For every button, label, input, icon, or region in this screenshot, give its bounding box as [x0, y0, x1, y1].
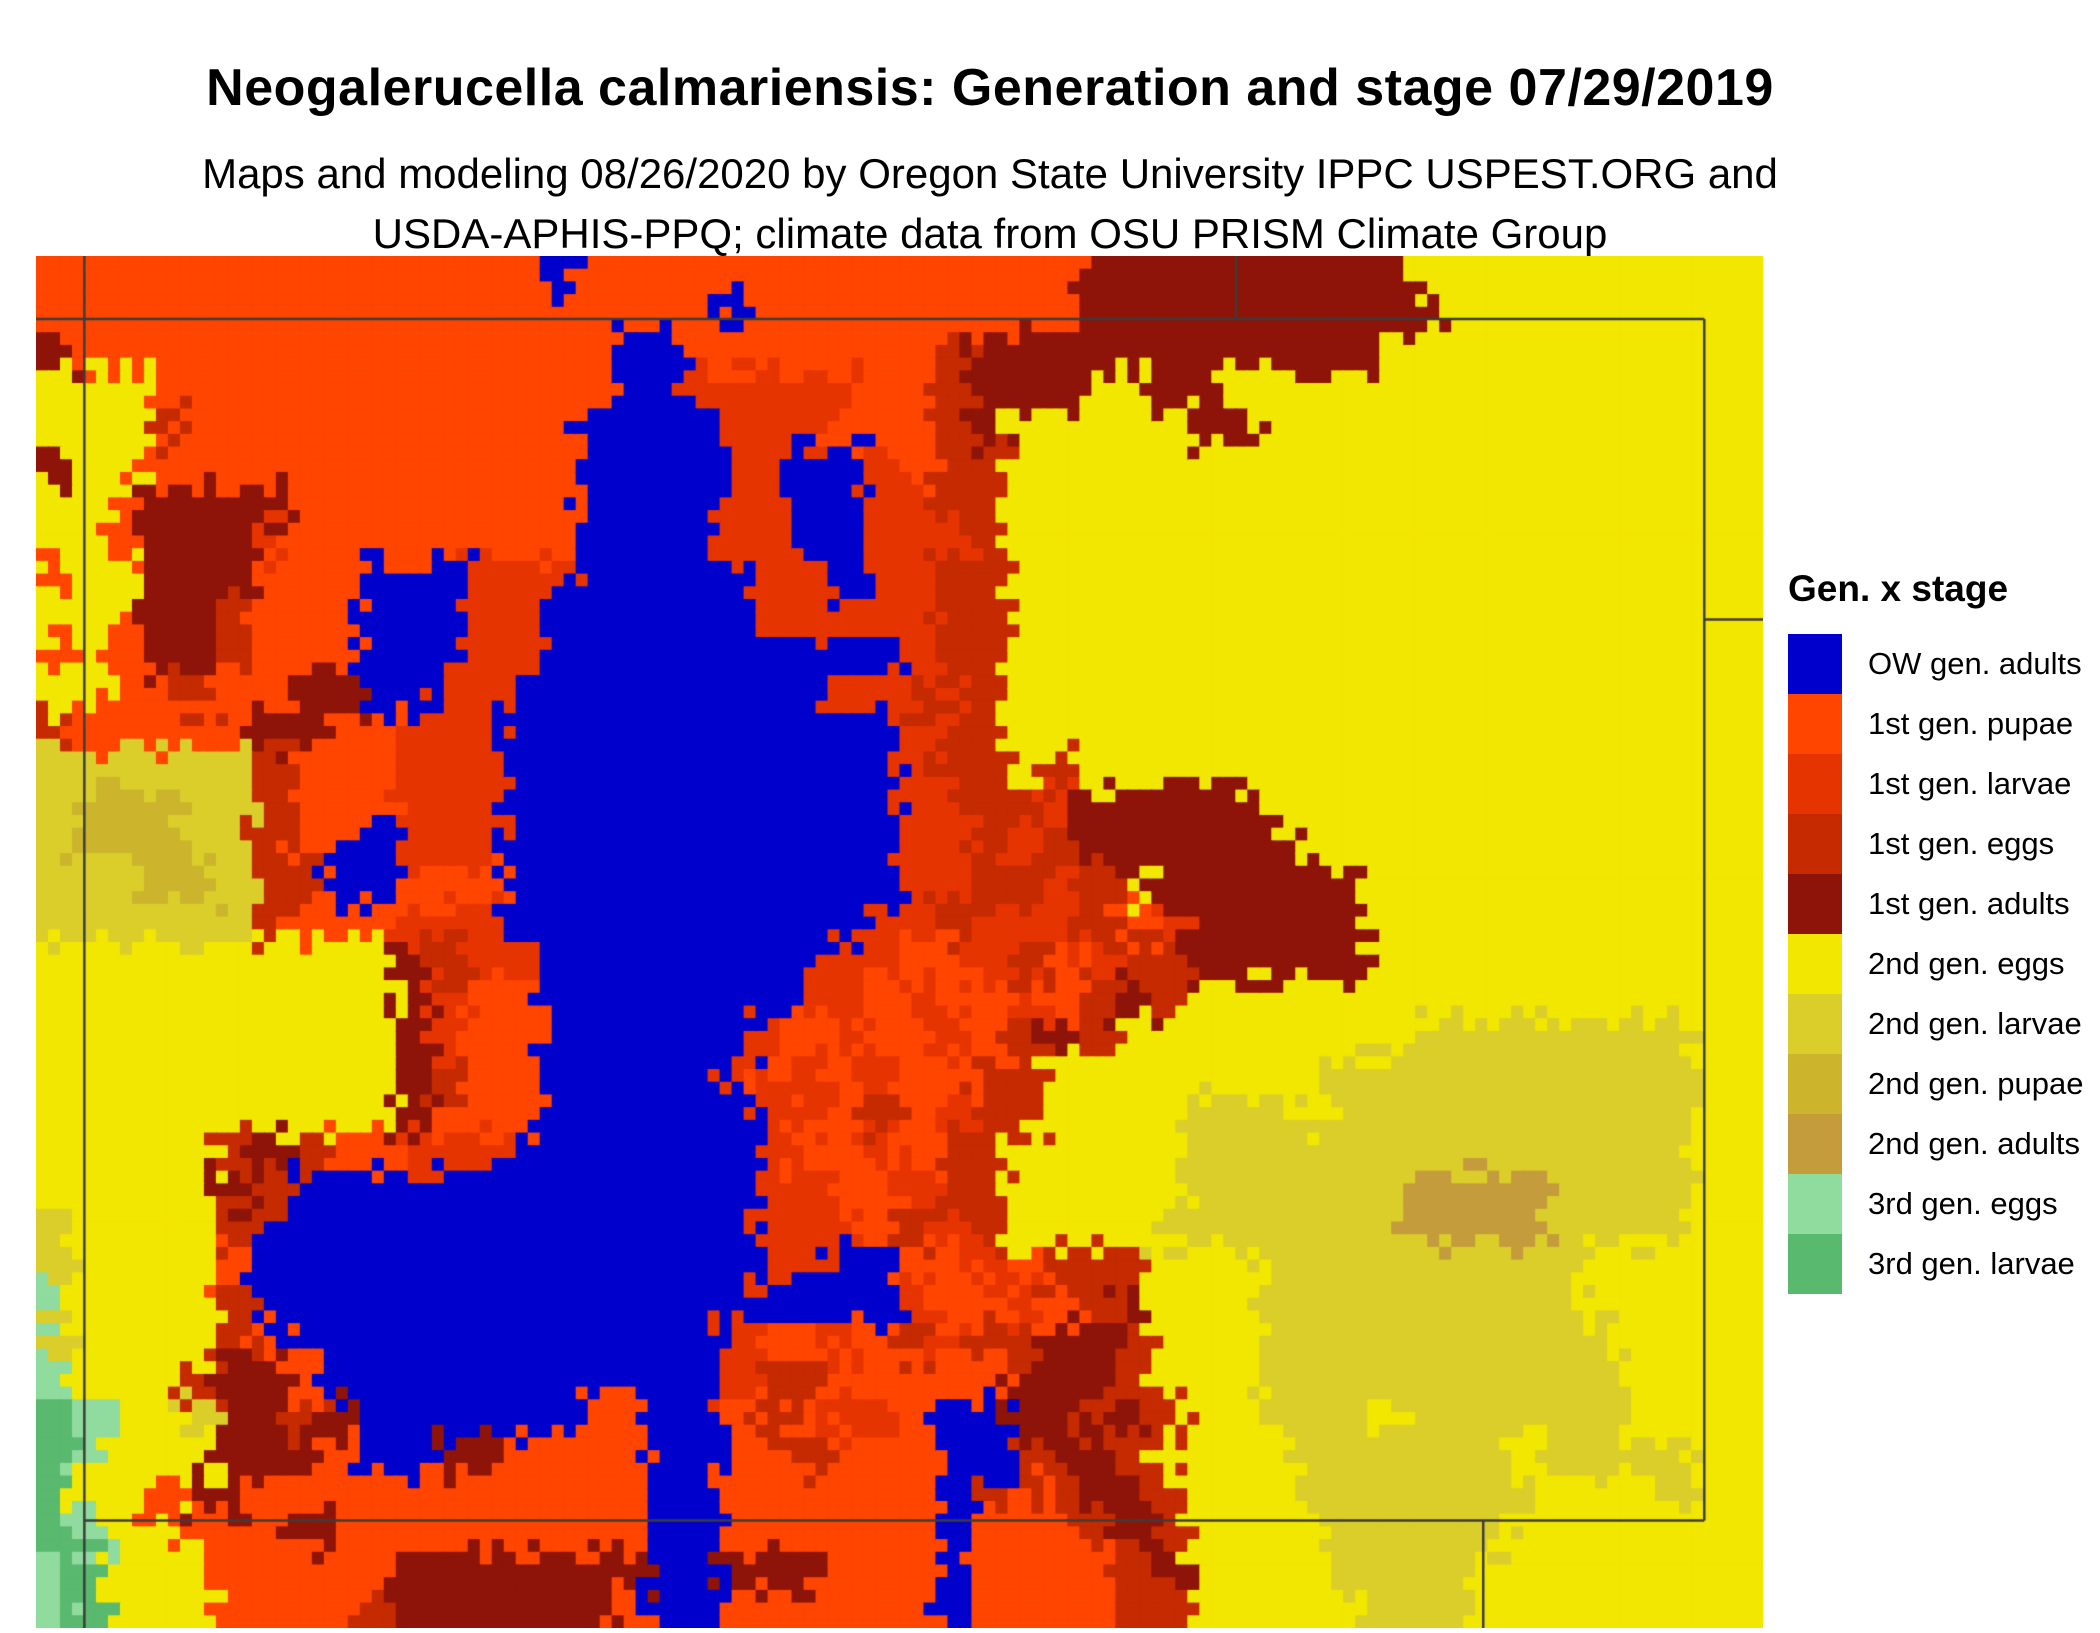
legend-swatch-3rd-gen-eggs [1788, 1174, 1842, 1234]
legend-item: 2nd gen. adults [1788, 1114, 2088, 1174]
legend-label: 2nd gen. pupae [1868, 1066, 2084, 1101]
raster-map-canvas [36, 256, 1763, 1628]
legend-label: 3rd gen. eggs [1868, 1186, 2058, 1221]
page-title: Neogalerucella calmariensis: Generation … [206, 59, 1774, 117]
legend-label: 2nd gen. adults [1868, 1126, 2081, 1161]
legend-swatch-ow-gen-adults [1788, 634, 1842, 694]
subtitle-line-2: USDA-APHIS-PPQ; climate data from OSU PR… [372, 209, 1608, 257]
legend-swatch-2nd-gen-larvae [1788, 994, 1842, 1054]
legend-swatch-1st-gen-adults [1788, 874, 1842, 934]
legend-item: 1st gen. eggs [1788, 814, 2088, 874]
map-area [36, 256, 1763, 1628]
legend-label: 1st gen. pupae [1868, 706, 2074, 741]
legend-item: 3rd gen. larvae [1788, 1234, 2088, 1294]
subtitle-line-1: Maps and modeling 08/26/2020 by Oregon S… [202, 150, 1778, 197]
page-subtitle: Maps and modeling 08/26/2020 by Oregon S… [0, 144, 1980, 263]
legend-swatch-2nd-gen-adults [1788, 1114, 1842, 1174]
legend-label: 1st gen. eggs [1868, 826, 2055, 861]
legend-swatch-2nd-gen-pupae [1788, 1054, 1842, 1114]
legend-item: 1st gen. pupae [1788, 694, 2088, 754]
legend-item: 2nd gen. larvae [1788, 994, 2088, 1054]
legend-label: 2nd gen. eggs [1868, 946, 2065, 981]
legend-title: Gen. x stage [1788, 568, 2009, 609]
legend-label: 2nd gen. larvae [1868, 1006, 2082, 1041]
legend-item: 3rd gen. eggs [1788, 1174, 2088, 1234]
legend-swatch-1st-gen-larvae [1788, 754, 1842, 814]
legend-swatch-1st-gen-eggs [1788, 814, 1842, 874]
legend-item: 2nd gen. pupae [1788, 1054, 2088, 1114]
legend-swatch-2nd-gen-eggs [1788, 934, 1842, 994]
header: Neogalerucella calmariensis: Generation … [0, 58, 1980, 263]
legend-label: 1st gen. larvae [1868, 766, 2072, 801]
legend-label: OW gen. adults [1868, 646, 2082, 681]
legend-label: 3rd gen. larvae [1868, 1246, 2075, 1281]
legend-item: 1st gen. adults [1788, 874, 2088, 934]
legend-item: OW gen. adults [1788, 634, 2088, 694]
legend-swatch-1st-gen-pupae [1788, 694, 1842, 754]
legend-items: OW gen. adults 1st gen. pupae 1st gen. lar… [1788, 634, 2088, 1294]
legend-label: 1st gen. adults [1868, 886, 2070, 921]
legend: Gen. x stage OW gen. adults 1st gen. pupa… [1788, 568, 2088, 1294]
legend-swatch-3rd-gen-larvae [1788, 1234, 1842, 1294]
legend-item: 1st gen. larvae [1788, 754, 2088, 814]
legend-item: 2nd gen. eggs [1788, 934, 2088, 994]
